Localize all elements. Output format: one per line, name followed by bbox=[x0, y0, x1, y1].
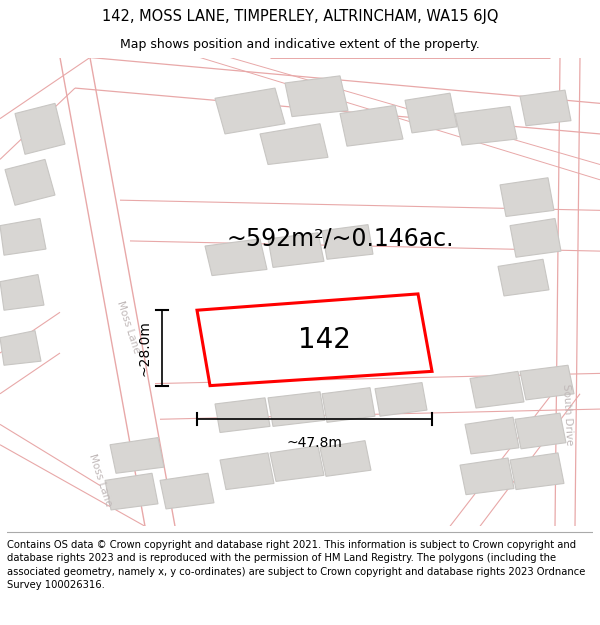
Polygon shape bbox=[340, 106, 403, 146]
Text: Map shows position and indicative extent of the property.: Map shows position and indicative extent… bbox=[120, 38, 480, 51]
Text: Moss Lane: Moss Lane bbox=[87, 453, 113, 508]
Polygon shape bbox=[405, 93, 457, 133]
Polygon shape bbox=[260, 124, 328, 164]
Polygon shape bbox=[5, 159, 55, 205]
Polygon shape bbox=[510, 453, 564, 489]
Polygon shape bbox=[498, 259, 549, 296]
Polygon shape bbox=[0, 274, 44, 310]
Polygon shape bbox=[285, 76, 348, 117]
Polygon shape bbox=[322, 388, 375, 422]
Text: ~592m²/~0.146ac.: ~592m²/~0.146ac. bbox=[226, 227, 454, 251]
Polygon shape bbox=[520, 365, 574, 400]
Polygon shape bbox=[215, 88, 285, 134]
Polygon shape bbox=[268, 392, 325, 426]
Polygon shape bbox=[515, 413, 566, 449]
Polygon shape bbox=[215, 398, 270, 432]
Polygon shape bbox=[510, 219, 561, 258]
Polygon shape bbox=[520, 90, 571, 126]
Polygon shape bbox=[465, 418, 519, 454]
Text: Moss Lane: Moss Lane bbox=[115, 300, 141, 355]
Polygon shape bbox=[160, 473, 214, 509]
Polygon shape bbox=[15, 103, 65, 154]
Polygon shape bbox=[470, 371, 524, 408]
Polygon shape bbox=[105, 473, 158, 510]
Text: 142, MOSS LANE, TIMPERLEY, ALTRINCHAM, WA15 6JQ: 142, MOSS LANE, TIMPERLEY, ALTRINCHAM, W… bbox=[102, 9, 498, 24]
Text: South Drive: South Drive bbox=[562, 383, 575, 445]
Polygon shape bbox=[220, 453, 274, 489]
Polygon shape bbox=[375, 382, 427, 416]
Polygon shape bbox=[110, 438, 164, 473]
Polygon shape bbox=[205, 239, 267, 276]
Text: ~47.8m: ~47.8m bbox=[287, 436, 343, 449]
Polygon shape bbox=[500, 177, 554, 216]
Polygon shape bbox=[197, 294, 432, 386]
Text: 142: 142 bbox=[298, 326, 350, 354]
Polygon shape bbox=[322, 224, 373, 259]
Text: ~28.0m: ~28.0m bbox=[138, 320, 152, 376]
Polygon shape bbox=[460, 458, 514, 494]
Polygon shape bbox=[455, 106, 517, 145]
Polygon shape bbox=[0, 219, 46, 255]
Polygon shape bbox=[0, 331, 41, 365]
Polygon shape bbox=[270, 446, 324, 481]
Polygon shape bbox=[320, 441, 371, 476]
Text: Contains OS data © Crown copyright and database right 2021. This information is : Contains OS data © Crown copyright and d… bbox=[7, 540, 586, 590]
Polygon shape bbox=[268, 232, 324, 268]
